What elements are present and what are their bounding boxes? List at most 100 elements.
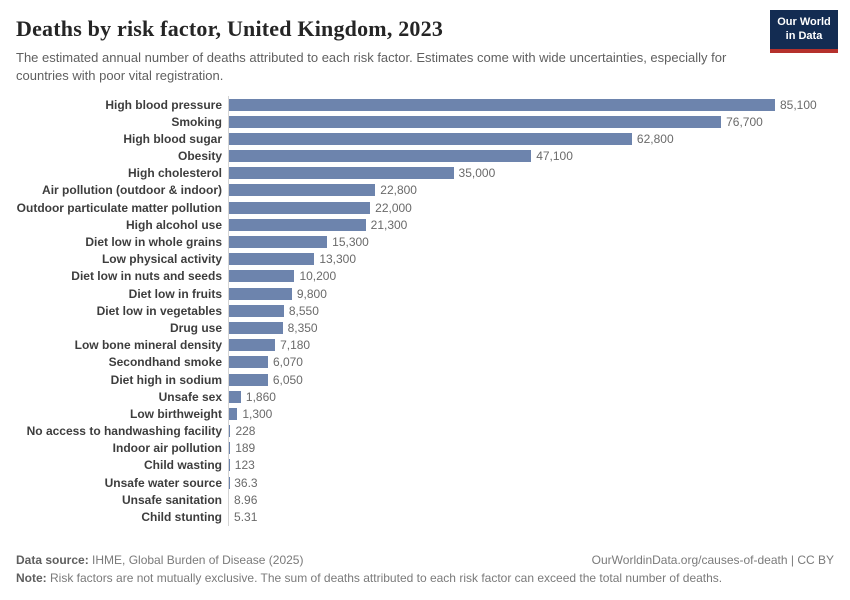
bar[interactable] [229,167,454,180]
bar-value-label: 85,100 [780,97,817,112]
bar-value-label: 21,300 [370,217,408,232]
bar[interactable] [229,270,295,283]
bar[interactable] [229,98,775,111]
bar-track: 7,180 [228,336,850,354]
bar-track: 6,050 [228,370,850,389]
bar-track: 21,300 [228,216,850,234]
bar[interactable] [229,304,284,317]
bar-category-label: Indoor air pollution [112,441,222,456]
bar-track: 76,700 [228,113,850,131]
chart-row: Low birthweight 1,300 [0,405,850,423]
bar-category-label: Child stunting [141,510,222,524]
rights-link[interactable]: OurWorldinData.org/causes-of-death | CC … [591,552,834,567]
bar-track: 189 [228,439,850,457]
bar[interactable] [229,236,328,248]
bar-value-label: 8,350 [287,320,318,335]
data-source-text: IHME, Global Burden of Disease (2025) [88,552,304,567]
bar-track: 13,300 [228,250,850,268]
bar-track: 1,300 [228,405,850,423]
owid-logo[interactable]: Our World in Data [770,10,838,53]
bar[interactable] [229,356,268,369]
bar[interactable] [229,373,268,386]
bar-category-label: Diet low in fruits [128,286,222,301]
chart-row: Smoking 76,700 [0,113,850,131]
bar-track: 62,800 [228,130,850,148]
bar-category-label: Smoking [171,114,222,129]
bar-track: 9,800 [228,284,850,303]
bar-value-label: 13,300 [319,252,357,267]
bar-track: 47,100 [228,147,850,165]
bar[interactable] [229,150,532,163]
bar-track: 1,860 [228,388,850,406]
bar-value-label: 6,070 [272,355,303,370]
bar-category-label: No access to handwashing facility [26,424,222,439]
chart-row: Obesity 47,100 [0,147,850,165]
bar[interactable] [229,184,376,197]
bar-track: 8,350 [228,319,850,337]
bar-category-label: High cholesterol [127,166,222,181]
data-source: Data source: IHME, Global Burden of Dise… [16,551,303,570]
bar-track: 8.96 [228,491,850,509]
bar[interactable] [229,201,371,214]
chart-row: High alcohol use 21,300 [0,216,850,234]
bar-category-label: Air pollution (outdoor & indoor) [42,183,222,198]
bar-category-label: High alcohol use [125,217,222,232]
bar-category-label: Diet low in vegetables [96,303,222,318]
bar-track: 15,300 [228,233,850,251]
owid-logo-line2: in Data [785,29,823,42]
bar[interactable] [229,287,292,300]
bar-category-label: Outdoor particulate matter pollution [16,200,222,215]
bar-value-label: 47,100 [536,149,573,164]
bar-track: 228 [228,422,850,440]
bar-track: 8,550 [228,302,850,320]
bar-category-label: Unsafe sanitation [121,492,222,507]
bar-value-label: 22,000 [375,200,412,215]
bar[interactable] [229,390,241,403]
chart-row: High blood sugar 62,800 [0,130,850,148]
bar[interactable] [229,132,632,145]
bar-category-label: Child wasting [144,458,222,473]
bar-value-label: 123 [234,458,255,473]
bar[interactable] [229,339,276,352]
chart-row: Diet low in vegetables 8,550 [0,302,850,320]
bar-category-label: High blood pressure [105,97,222,112]
bar-track: 22,000 [228,199,850,217]
bar[interactable] [229,442,231,455]
bar[interactable] [229,115,722,128]
bar-category-label: Low birthweight [130,406,222,421]
bar[interactable] [229,321,283,334]
bar-category-label: Diet low in whole grains [85,235,222,249]
bar-category-label: Unsafe water source [104,475,222,490]
chart-row: Unsafe sex 1,860 [0,388,850,406]
bar-category-label: Diet high in sodium [110,372,222,387]
bar[interactable] [229,425,231,438]
bar-value-label: 76,700 [726,114,763,129]
bar[interactable] [229,459,230,472]
bar[interactable] [229,253,315,266]
bar[interactable] [229,218,366,231]
note-label: Note: [16,571,47,586]
bar-track: 123 [228,456,850,475]
bar-value-label: 22,800 [380,183,417,198]
bar[interactable] [229,407,238,420]
bar-value-label: 35,000 [458,166,496,181]
bar-category-label: Obesity [177,149,222,164]
bar-value-label: 62,800 [636,131,674,146]
bar-track: 6,070 [228,353,850,371]
chart-title: Deaths by risk factor, United Kingdom, 2… [16,16,444,41]
chart-header: Deaths by risk factor, United Kingdom, 2… [0,0,850,86]
chart-row: Child stunting 5.31 [0,508,850,526]
bar-category-label: Drug use [169,320,222,335]
footer-note-line: Note: Risk factors are not mutually excl… [16,569,834,588]
chart-row: Drug use 8,350 [0,319,850,337]
bar-category-label: Unsafe sex [158,389,222,404]
chart-row: Secondhand smoke 6,070 [0,353,850,371]
chart-row: High blood pressure 85,100 [0,95,850,114]
bar-value-label: 6,050 [272,372,303,387]
footer-source-line: Data source: IHME, Global Burden of Dise… [16,551,834,570]
chart-row: Indoor air pollution 189 [0,439,850,457]
owid-logo-line1: Our World [777,16,831,28]
bar-value-label: 228 [235,424,256,439]
chart-subtitle: The estimated annual number of deaths at… [16,50,727,84]
bar-category-label: Low bone mineral density [74,338,222,353]
